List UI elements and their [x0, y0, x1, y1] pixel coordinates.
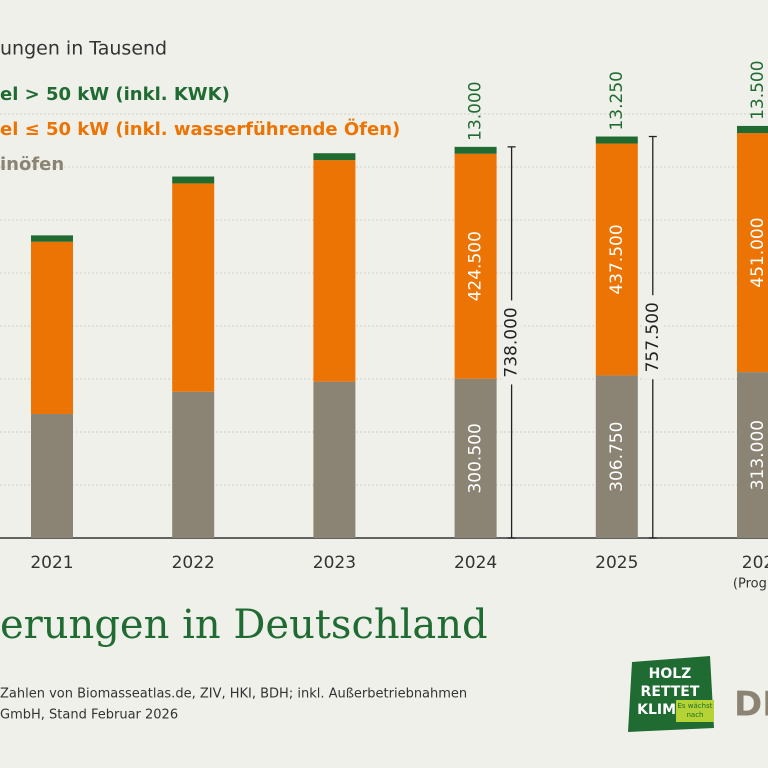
- bar-segment: [313, 160, 356, 382]
- logo-tag: [676, 700, 714, 722]
- value-label: 300.500: [466, 423, 486, 493]
- x-tick-label: 2025: [595, 553, 638, 573]
- bar-segment: [454, 153, 497, 379]
- legend-entry: el ≤ 50 kW (inkl. wasserführende Öfen): [0, 118, 400, 140]
- bar-segment: [31, 241, 73, 414]
- legend-entry: inöfen: [0, 154, 64, 175]
- bar-segment: [313, 381, 356, 538]
- x-tick-label: 2021: [30, 553, 73, 573]
- value-label: 424.500: [466, 231, 486, 301]
- x-tick-note: (Progno: [733, 577, 768, 592]
- legend-entry: el > 50 kW (inkl. KWK): [0, 84, 230, 105]
- total-label-bg: [501, 300, 522, 385]
- bar-segment: [172, 176, 215, 184]
- logo-text: KLIMA: [637, 702, 687, 718]
- x-tick-label: 2024: [454, 553, 497, 573]
- total-label: 738.000: [502, 307, 522, 377]
- logo-text: nach: [686, 711, 703, 719]
- value-label: 451.000: [748, 217, 768, 287]
- value-label: 13.000: [466, 81, 486, 140]
- x-tick-label: 2022: [172, 553, 215, 573]
- bar-segment: [595, 375, 638, 538]
- grid: [0, 113, 768, 539]
- source-line: GmbH, Stand Februar 2026: [0, 708, 178, 723]
- bar-segment: [454, 146, 497, 154]
- value-label: 437.500: [607, 224, 627, 294]
- bar-segment: [31, 235, 73, 242]
- bar-segment: [737, 372, 768, 538]
- logo-text: HOLZ: [649, 666, 692, 682]
- logo: HOLZ RETTET KLIMA Es wächst nach DI: [628, 656, 768, 732]
- bar-segment: [31, 413, 73, 538]
- x-tick-label: 202: [742, 553, 768, 573]
- value-label: 306.750: [607, 422, 627, 492]
- value-label: 13.250: [607, 71, 627, 130]
- bar-segment: [595, 143, 638, 376]
- total-label-bg: [642, 295, 663, 380]
- bar-segment: [313, 153, 356, 161]
- total-bracket: 738.000: [501, 146, 522, 539]
- x-tick-label: 2023: [313, 553, 356, 573]
- brand: DI: [734, 685, 768, 725]
- value-label: 313.000: [748, 420, 768, 490]
- source-line: Zahlen von Biomasseatlas.de, ZIV, HKI, B…: [0, 687, 467, 702]
- chart-title: erungen in Deutschland: [0, 602, 488, 648]
- bar-segment: [737, 133, 768, 373]
- total-bracket: 757.500: [642, 135, 663, 539]
- logo-text: RETTET: [641, 684, 700, 700]
- bar-segment: [595, 136, 638, 144]
- total-label: 757.500: [643, 302, 663, 372]
- bar-segment: [172, 183, 215, 392]
- bar-segment: [737, 125, 768, 134]
- axis-title: ungen in Tausend: [0, 38, 167, 60]
- bar-segment: [172, 391, 215, 538]
- value-label: 13.500: [748, 60, 768, 119]
- logo-text: Es wächst: [678, 702, 713, 710]
- bar-segment: [454, 378, 497, 538]
